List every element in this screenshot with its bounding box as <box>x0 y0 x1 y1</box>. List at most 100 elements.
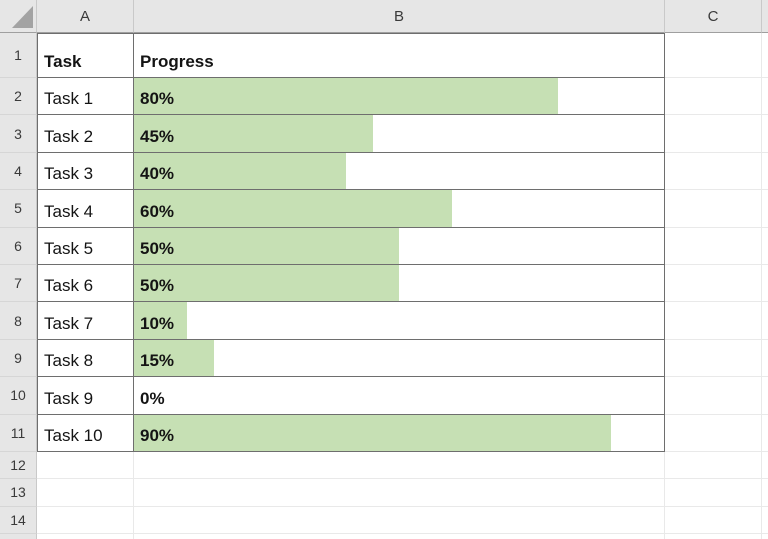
column-header-c[interactable]: C <box>665 0 762 33</box>
cell-d1 <box>762 33 768 78</box>
cell-c12[interactable] <box>665 451 762 480</box>
cell-c9[interactable] <box>665 339 762 378</box>
progress-data-bar <box>134 414 611 451</box>
column-header-b[interactable]: B <box>134 0 665 33</box>
cell-d7 <box>762 264 768 303</box>
row-header-5[interactable]: 5 <box>0 190 37 228</box>
cell-c3[interactable] <box>665 115 762 153</box>
progress-value: 60% <box>140 201 175 221</box>
cell-d6 <box>762 227 768 265</box>
cell-b5-progress[interactable]: 60% <box>134 190 665 228</box>
table-row: 6 Task 5 50% <box>0 227 768 265</box>
cell-b7-progress[interactable]: 50% <box>134 264 665 303</box>
row-header-3[interactable]: 3 <box>0 115 37 153</box>
progress-value: 10% <box>140 313 175 333</box>
cell-c5[interactable] <box>665 190 762 228</box>
cell-b15[interactable] <box>134 533 665 539</box>
cell-a5-task-4[interactable]: Task 4 <box>37 190 134 228</box>
progress-value: 45% <box>140 126 175 146</box>
row-header-13[interactable]: 13 <box>0 479 37 507</box>
row-header-11[interactable]: 11 <box>0 414 37 452</box>
cell-a13[interactable] <box>37 479 134 507</box>
column-letter: B <box>393 7 404 25</box>
cell-c15[interactable] <box>665 533 762 539</box>
row-header-14[interactable]: 14 <box>0 506 37 534</box>
cell-a7-task-6[interactable]: Task 6 <box>37 264 134 303</box>
cell-a9-task-8[interactable]: Task 8 <box>37 339 134 378</box>
cell-a14[interactable] <box>37 506 134 534</box>
cell-a3-task-2[interactable]: Task 2 <box>37 115 134 153</box>
progress-value: 50% <box>140 238 175 258</box>
progress-data-bar <box>134 264 399 302</box>
cell-c1[interactable] <box>665 33 762 78</box>
table-row: 2 Task 1 80% <box>0 78 768 116</box>
column-letter: C <box>707 7 719 25</box>
table-row: 11 Task 10 90% <box>0 414 768 452</box>
cell-b8-progress[interactable]: 10% <box>134 302 665 340</box>
cell-d9 <box>762 339 768 378</box>
cell-b14[interactable] <box>134 506 665 534</box>
progress-data-bar <box>134 339 214 377</box>
row-header-15-sliver[interactable] <box>0 533 37 539</box>
row-header-6[interactable]: 6 <box>0 227 37 265</box>
row-header-1[interactable]: 1 <box>0 33 37 78</box>
cell-b11-progress[interactable]: 90% <box>134 414 665 452</box>
progress-value: 40% <box>140 164 175 184</box>
cell-b2-progress[interactable]: 80% <box>134 78 665 116</box>
progress-data-bar <box>134 302 187 339</box>
cell-c14[interactable] <box>665 506 762 534</box>
row-header-10[interactable]: 10 <box>0 377 37 415</box>
row-header-4[interactable]: 4 <box>0 152 37 191</box>
cell-a12[interactable] <box>37 451 134 480</box>
row-header-12[interactable]: 12 <box>0 451 37 480</box>
row-header-8[interactable]: 8 <box>0 302 37 340</box>
progress-value: 15% <box>140 351 175 371</box>
cell-c4[interactable] <box>665 152 762 191</box>
cell-b10-progress[interactable]: 0% <box>134 377 665 415</box>
cell-a2-task-1[interactable]: Task 1 <box>37 78 134 116</box>
table-row: 4 Task 3 40% <box>0 152 768 191</box>
select-all-icon <box>12 6 33 28</box>
cell-c6[interactable] <box>665 227 762 265</box>
cell-a6-task-5[interactable]: Task 5 <box>37 227 134 265</box>
table-row: 13 <box>0 479 768 507</box>
column-header-a[interactable]: A <box>37 0 134 33</box>
cell-b13[interactable] <box>134 479 665 507</box>
cell-c13[interactable] <box>665 479 762 507</box>
cell-a15[interactable] <box>37 533 134 539</box>
cell-a4-task-3[interactable]: Task 3 <box>37 152 134 191</box>
cell-d5 <box>762 190 768 228</box>
row-header-2[interactable]: 2 <box>0 78 37 116</box>
cell-b3-progress[interactable]: 45% <box>134 115 665 153</box>
cell-c11[interactable] <box>665 414 762 452</box>
progress-data-bar <box>134 190 452 227</box>
cell-d13 <box>762 479 768 507</box>
cell-c2[interactable] <box>665 78 762 116</box>
cell-a1-task-header[interactable]: Task <box>37 33 134 78</box>
cell-c10[interactable] <box>665 377 762 415</box>
cell-d10 <box>762 377 768 415</box>
row-header-7[interactable]: 7 <box>0 264 37 303</box>
table-row: 12 <box>0 451 768 480</box>
table-row: 7 Task 6 50% <box>0 264 768 303</box>
cell-b1-progress-header[interactable]: Progress <box>134 33 665 78</box>
cell-a8-task-7[interactable]: Task 7 <box>37 302 134 340</box>
cell-a11-task-10[interactable]: Task 10 <box>37 414 134 452</box>
row-header-9[interactable]: 9 <box>0 339 37 378</box>
progress-value: 80% <box>140 89 175 109</box>
cell-b4-progress[interactable]: 40% <box>134 152 665 191</box>
select-all-button[interactable] <box>0 0 37 33</box>
cell-d2 <box>762 78 768 116</box>
column-header-d-sliver <box>762 0 768 33</box>
cell-a10-task-9[interactable]: Task 9 <box>37 377 134 415</box>
cell-b9-progress[interactable]: 15% <box>134 339 665 378</box>
cell-d3 <box>762 115 768 153</box>
column-header-strip: A B C <box>0 0 768 33</box>
cell-c7[interactable] <box>665 264 762 303</box>
table-row: 1 Task Progress <box>0 33 768 78</box>
cell-b12[interactable] <box>134 451 665 480</box>
cell-b6-progress[interactable]: 50% <box>134 227 665 265</box>
table-row: 9 Task 8 15% <box>0 339 768 378</box>
cell-c8[interactable] <box>665 302 762 340</box>
